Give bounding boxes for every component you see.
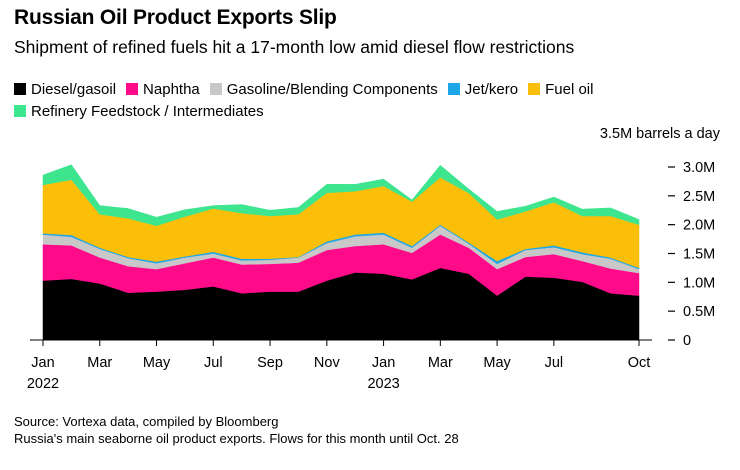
y-tick-label: 1.5M: [683, 247, 715, 263]
legend-swatch: [209, 83, 222, 95]
source-text: Source: Vortexa data, compiled by Bloomb…: [14, 414, 279, 429]
x-tick-label: Mar: [87, 355, 112, 371]
legend-item: Naphtha: [126, 79, 200, 101]
y-unit-label: 3.5M barrels a day: [600, 126, 721, 142]
source-notes: Source: Vortexa data, compiled by Bloomb…: [14, 413, 459, 447]
x-year-label: 2022: [27, 376, 59, 392]
x-tick-label: Sep: [257, 355, 283, 371]
y-tick-label: 3.0M: [683, 160, 715, 176]
chart-title: Russian Oil Product Exports Slip: [14, 6, 337, 29]
legend-label: Fuel oil: [545, 81, 594, 98]
area-refinery-feedstock-intermediates: [42, 164, 640, 227]
legend-label: Diesel/gasoil: [31, 81, 117, 98]
y-tick-label: 1.0M: [683, 275, 715, 291]
legend-swatch: [126, 83, 139, 95]
x-tick-label: Nov: [314, 355, 341, 371]
legend-swatch: [14, 105, 26, 117]
x-tick-label: Mar: [428, 355, 453, 371]
x-tick-label: Jul: [204, 355, 223, 371]
legend-label: Gasoline/Blending Components: [226, 81, 438, 98]
legend-label: Refinery Feedstock / Intermediates: [31, 103, 264, 120]
legend-item: Jet/kero: [447, 79, 519, 101]
y-tick-label: 0.5M: [683, 304, 715, 320]
legend-item: Refinery Feedstock / Intermediates: [14, 101, 264, 123]
x-tick-label: Jan: [372, 355, 395, 371]
legend-item: Diesel/gasoil: [14, 79, 116, 101]
legend: Diesel/gasoil Naphtha Gasoline/Blending Co…: [14, 79, 724, 123]
x-tick-label: Jan: [31, 355, 54, 371]
legend-swatch: [14, 83, 26, 95]
y-tick-label: 2.5M: [683, 189, 715, 205]
x-tick-label: Jul: [545, 355, 564, 371]
legend-label: Jet/kero: [464, 81, 519, 98]
x-year-label: 2023: [367, 376, 399, 392]
footnote-text: Russia's main seaborne oil product expor…: [14, 431, 459, 446]
legend-label: Naphtha: [143, 81, 200, 98]
y-tick-label: 2.0M: [683, 218, 715, 234]
x-tick-label: Oct: [628, 355, 651, 371]
legend-item: Gasoline/Blending Components: [209, 79, 438, 101]
x-tick-label: May: [483, 355, 511, 371]
legend-item: Fuel oil: [528, 79, 593, 101]
legend-swatch: [447, 83, 460, 95]
chart-subtitle: Shipment of refined fuels hit a 17-month…: [14, 37, 575, 57]
legend-swatch: [528, 83, 541, 95]
y-tick-label: 0: [683, 333, 691, 349]
x-tick-label: May: [143, 355, 171, 371]
